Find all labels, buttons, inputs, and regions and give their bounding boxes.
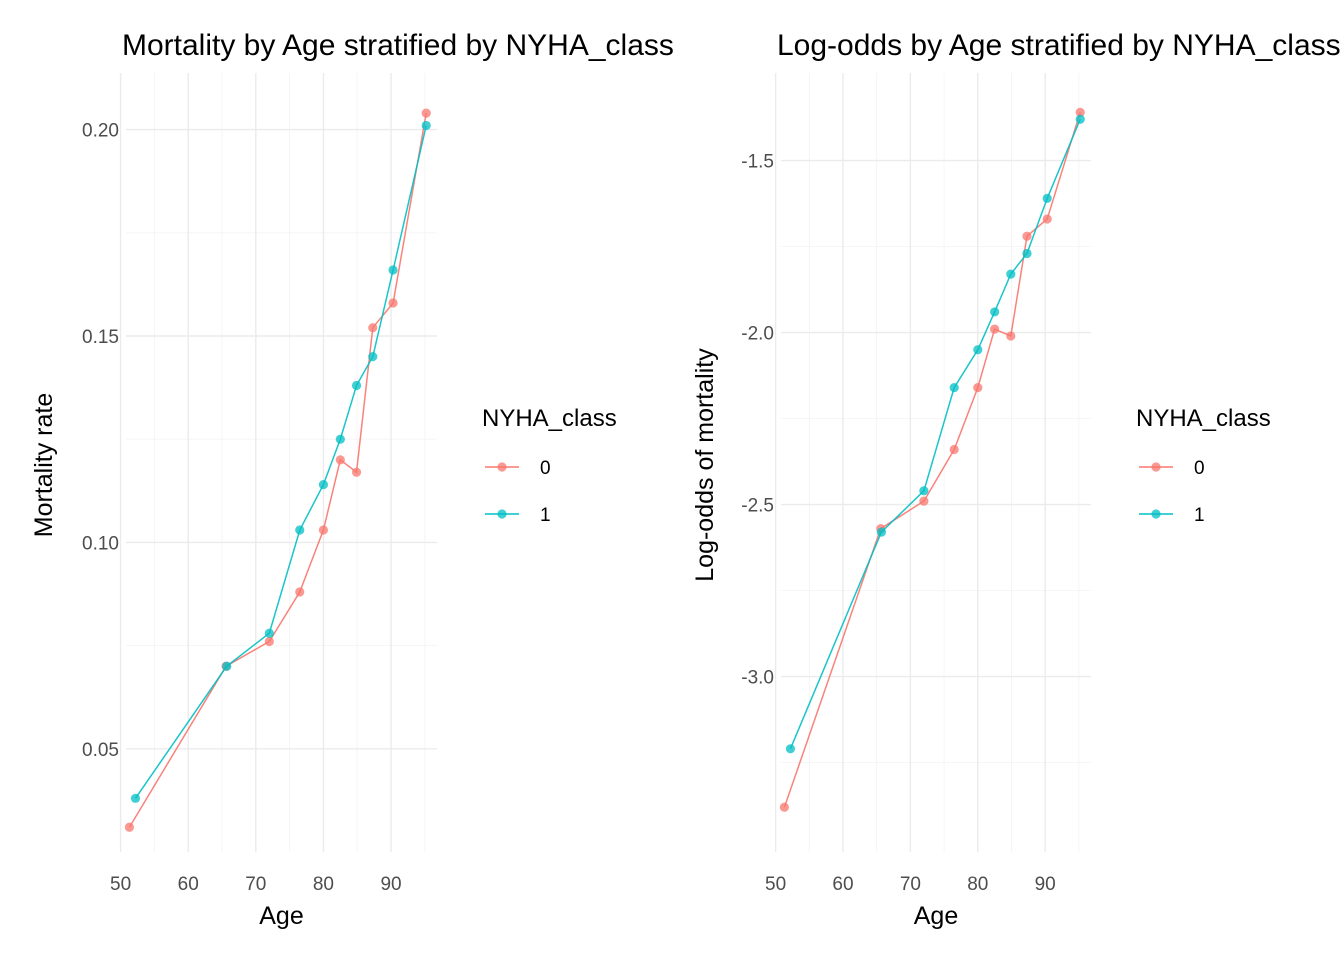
data-point-series-1 (351, 380, 362, 391)
legend-label: 0 (540, 458, 551, 479)
data-point-series-0 (1006, 331, 1016, 341)
data-point-series-0 (990, 324, 1000, 334)
x-tick-label: 90 (380, 874, 401, 895)
data-point-series-1 (785, 744, 796, 754)
data-point-series-0 (351, 467, 362, 477)
logodds-chart-panel: 50 60 70 80 90 -3.0 -2.5 -2.0 -1.5 Log-odds by Ag… (691, 29, 1341, 930)
data-point-series-0 (919, 496, 929, 506)
data-point-series-1 (973, 345, 983, 355)
legend-label: 0 (1194, 458, 1205, 479)
data-point-series-1 (368, 352, 378, 362)
data-point-series-0 (264, 636, 274, 647)
data-point-series-0 (779, 802, 789, 812)
y-tick-label: 0.05 (82, 740, 119, 761)
x-tick-label: 60 (178, 874, 199, 895)
data-point-series-1 (335, 434, 345, 444)
y-tick-label: -3.0 (741, 668, 774, 689)
data-point-series-0 (295, 587, 305, 597)
data-point-series-0 (335, 455, 345, 465)
data-point-series-0 (1075, 107, 1085, 117)
legend-item-0: 0 (485, 458, 551, 479)
legend-title: NYHA_class (482, 405, 617, 432)
x-tick-label: 90 (1035, 874, 1056, 895)
x-tick-label: 70 (900, 874, 921, 895)
data-point-series-0 (318, 525, 329, 535)
legend-key-point (1151, 509, 1161, 519)
y-tick-label: 0.15 (82, 327, 119, 348)
y-tick-label: 0.10 (82, 533, 119, 554)
x-tick-label: 70 (245, 874, 266, 895)
y-axis-title: Log-odds of mortality (691, 348, 719, 582)
series-line-0 (128, 112, 427, 828)
legend-label: 1 (540, 505, 551, 526)
data-point-series-1 (1022, 248, 1032, 259)
legend: NYHA_class 0 1 (1136, 405, 1271, 526)
legend-item-0: 0 (1139, 458, 1205, 479)
data-point-series-1 (919, 486, 929, 496)
y-tick-label: -2.5 (741, 496, 774, 517)
data-point-series-1 (1006, 269, 1016, 279)
data-point-series-1 (1075, 114, 1085, 124)
data-point-series-0 (949, 444, 959, 455)
chart-title: Mortality by Age stratified by NYHA_clas… (122, 29, 674, 62)
y-tick-label: 0.20 (82, 121, 119, 142)
series-line-1 (134, 125, 427, 799)
data-point-series-1 (990, 307, 1000, 317)
data-point-series-1 (318, 480, 329, 490)
data-point-series-0 (1042, 214, 1052, 224)
data-point-series-1 (1042, 193, 1052, 203)
legend-key-point (497, 509, 507, 519)
data-point-series-0 (421, 108, 431, 118)
mortality-chart-panel: 50 60 70 80 90 0.05 0.10 0.15 0.20 Mortality by A… (30, 29, 674, 930)
legend-item-1: 1 (1139, 505, 1205, 526)
data-point-series-0 (388, 298, 398, 308)
x-axis-title: Age (259, 902, 303, 930)
data-point-series-1 (295, 525, 305, 535)
x-tick-label: 60 (832, 874, 853, 895)
y-tick-label: -2.0 (741, 324, 774, 345)
data-point-series-1 (264, 628, 274, 638)
chart-title: Log-odds by Age stratified by NYHA_class (777, 29, 1341, 62)
legend-title: NYHA_class (1136, 405, 1271, 432)
legend-label: 1 (1194, 505, 1205, 526)
x-tick-label: 50 (110, 874, 131, 895)
data-point-series-1 (949, 383, 959, 393)
legend: NYHA_class 0 1 (482, 405, 617, 526)
legend-key-point (1151, 462, 1161, 472)
data-point-series-1 (130, 793, 141, 803)
data-point-series-0 (1022, 231, 1032, 241)
data-point-series-0 (368, 323, 378, 333)
data-point-series-1 (876, 527, 887, 537)
x-tick-label: 50 (765, 874, 786, 895)
x-axis-title: Age (914, 902, 958, 930)
legend-item-1: 1 (485, 505, 551, 526)
x-tick-label: 80 (967, 874, 988, 895)
data-point-series-1 (421, 120, 431, 131)
data-point-series-0 (973, 383, 983, 393)
legend-key-point (497, 462, 507, 472)
x-tick-label: 80 (313, 874, 334, 895)
data-point-series-1 (222, 661, 232, 671)
data-point-series-0 (124, 822, 134, 832)
data-point-series-1 (388, 265, 398, 275)
y-tick-label: -1.5 (741, 152, 774, 173)
y-axis-title: Mortality rate (30, 393, 58, 537)
series-line-1 (789, 119, 1081, 750)
